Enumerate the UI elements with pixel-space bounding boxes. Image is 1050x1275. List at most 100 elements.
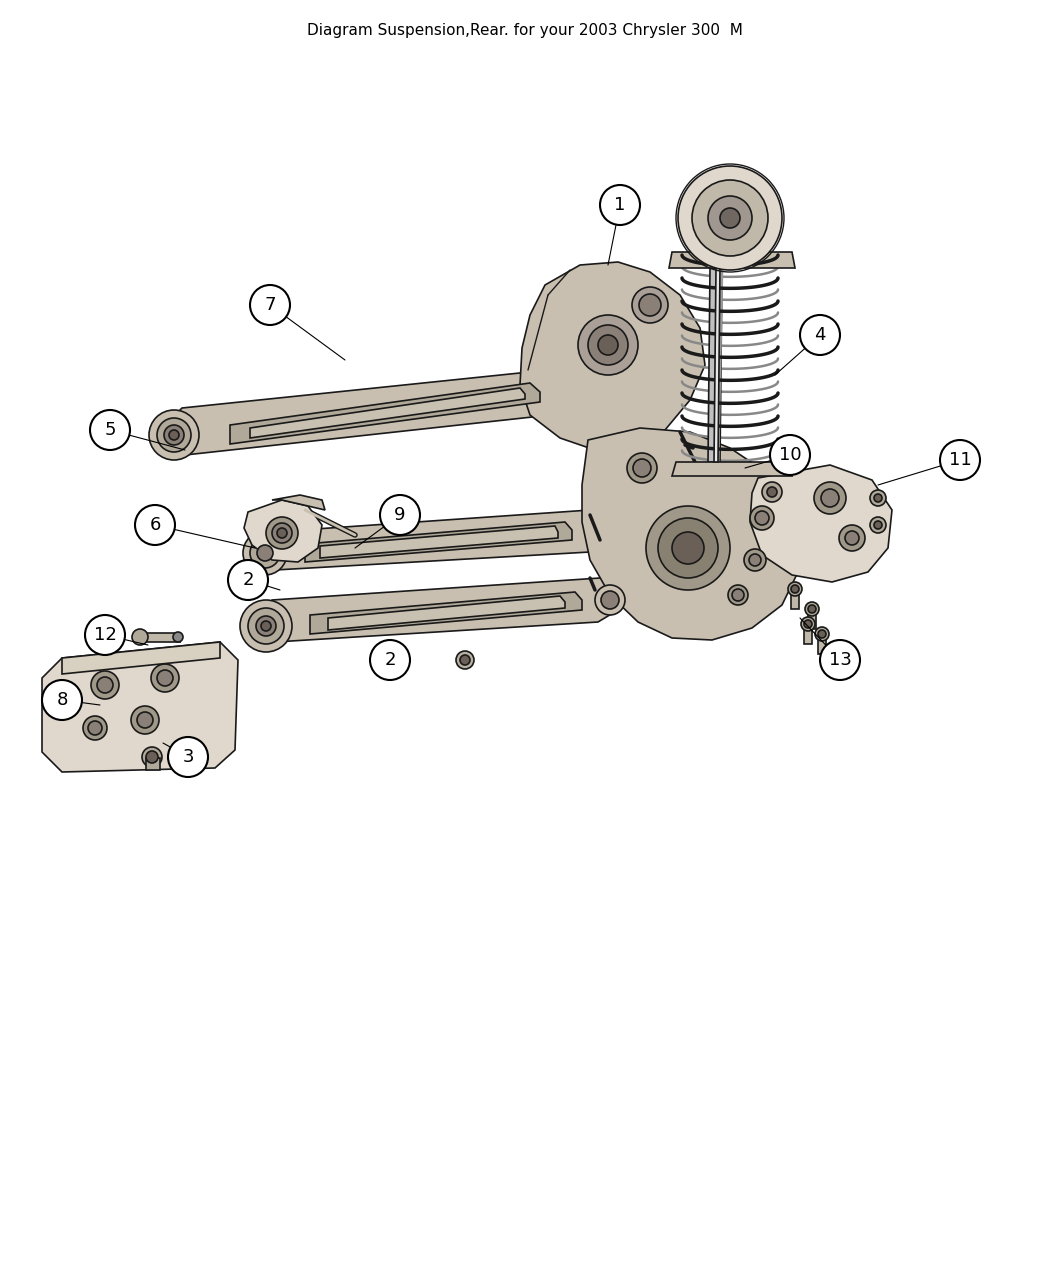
Polygon shape xyxy=(708,268,722,462)
Text: 5: 5 xyxy=(104,421,116,439)
Circle shape xyxy=(749,555,761,566)
Circle shape xyxy=(808,606,816,613)
Circle shape xyxy=(146,751,158,762)
Circle shape xyxy=(804,620,812,629)
Circle shape xyxy=(97,677,113,694)
Circle shape xyxy=(85,615,125,655)
Text: 2: 2 xyxy=(243,571,254,589)
Circle shape xyxy=(766,487,777,497)
Circle shape xyxy=(800,315,840,354)
Circle shape xyxy=(588,325,628,365)
Circle shape xyxy=(131,706,159,734)
Polygon shape xyxy=(230,382,540,444)
Circle shape xyxy=(658,518,718,578)
Polygon shape xyxy=(255,510,610,570)
Polygon shape xyxy=(244,500,322,562)
Text: 3: 3 xyxy=(183,748,194,766)
Polygon shape xyxy=(328,595,565,630)
Circle shape xyxy=(91,671,119,699)
Circle shape xyxy=(173,632,183,643)
Circle shape xyxy=(755,511,769,525)
Circle shape xyxy=(250,286,290,325)
Polygon shape xyxy=(714,268,720,462)
Circle shape xyxy=(940,440,980,479)
Circle shape xyxy=(456,652,474,669)
Text: 8: 8 xyxy=(57,691,67,709)
Circle shape xyxy=(595,585,625,615)
Polygon shape xyxy=(250,388,525,439)
Polygon shape xyxy=(310,592,582,634)
Circle shape xyxy=(136,711,153,728)
Circle shape xyxy=(732,589,744,601)
Circle shape xyxy=(839,525,865,551)
Circle shape xyxy=(805,602,819,616)
Circle shape xyxy=(750,506,774,530)
Polygon shape xyxy=(750,465,892,581)
Circle shape xyxy=(168,737,208,776)
Polygon shape xyxy=(669,252,795,268)
Text: 11: 11 xyxy=(948,451,971,469)
Circle shape xyxy=(169,430,179,440)
Circle shape xyxy=(818,630,826,638)
Polygon shape xyxy=(808,611,816,629)
Text: 4: 4 xyxy=(814,326,825,344)
Text: 9: 9 xyxy=(394,506,405,524)
Polygon shape xyxy=(255,578,622,643)
Circle shape xyxy=(380,495,420,536)
Circle shape xyxy=(801,617,815,631)
Circle shape xyxy=(257,544,273,561)
Circle shape xyxy=(632,287,668,323)
Text: 7: 7 xyxy=(265,296,276,314)
Circle shape xyxy=(770,435,810,476)
Circle shape xyxy=(845,530,859,544)
Circle shape xyxy=(708,196,752,240)
Circle shape xyxy=(250,538,280,567)
Circle shape xyxy=(266,516,298,550)
Circle shape xyxy=(791,585,799,593)
Circle shape xyxy=(578,315,638,375)
Circle shape xyxy=(243,530,287,575)
Circle shape xyxy=(600,185,640,224)
Circle shape xyxy=(821,490,839,507)
Circle shape xyxy=(135,505,175,544)
Polygon shape xyxy=(582,428,800,640)
Text: 10: 10 xyxy=(779,446,801,464)
Circle shape xyxy=(598,335,618,354)
Circle shape xyxy=(149,411,200,460)
Circle shape xyxy=(256,616,276,636)
Polygon shape xyxy=(320,527,558,558)
Text: 2: 2 xyxy=(384,652,396,669)
Circle shape xyxy=(870,516,886,533)
Circle shape xyxy=(83,717,107,740)
Circle shape xyxy=(151,664,178,692)
Circle shape xyxy=(90,411,130,450)
Polygon shape xyxy=(804,626,812,644)
Polygon shape xyxy=(791,592,799,609)
Text: 6: 6 xyxy=(149,516,161,534)
Circle shape xyxy=(132,629,148,645)
Circle shape xyxy=(814,482,846,514)
Polygon shape xyxy=(272,495,326,510)
Text: 12: 12 xyxy=(93,626,117,644)
Polygon shape xyxy=(138,632,180,643)
Circle shape xyxy=(639,295,662,316)
Circle shape xyxy=(248,608,284,644)
Polygon shape xyxy=(818,636,826,654)
Polygon shape xyxy=(304,521,572,562)
Circle shape xyxy=(164,425,184,445)
Circle shape xyxy=(142,747,162,768)
Circle shape xyxy=(692,180,768,256)
Text: 13: 13 xyxy=(828,652,852,669)
Circle shape xyxy=(261,621,271,631)
Polygon shape xyxy=(62,643,220,674)
Circle shape xyxy=(672,532,704,564)
Circle shape xyxy=(874,493,882,502)
Circle shape xyxy=(870,490,886,506)
Circle shape xyxy=(228,560,268,601)
Polygon shape xyxy=(146,759,160,770)
Circle shape xyxy=(815,627,830,641)
Circle shape xyxy=(158,669,173,686)
Text: 1: 1 xyxy=(614,196,626,214)
Circle shape xyxy=(158,418,191,453)
Polygon shape xyxy=(165,368,595,455)
